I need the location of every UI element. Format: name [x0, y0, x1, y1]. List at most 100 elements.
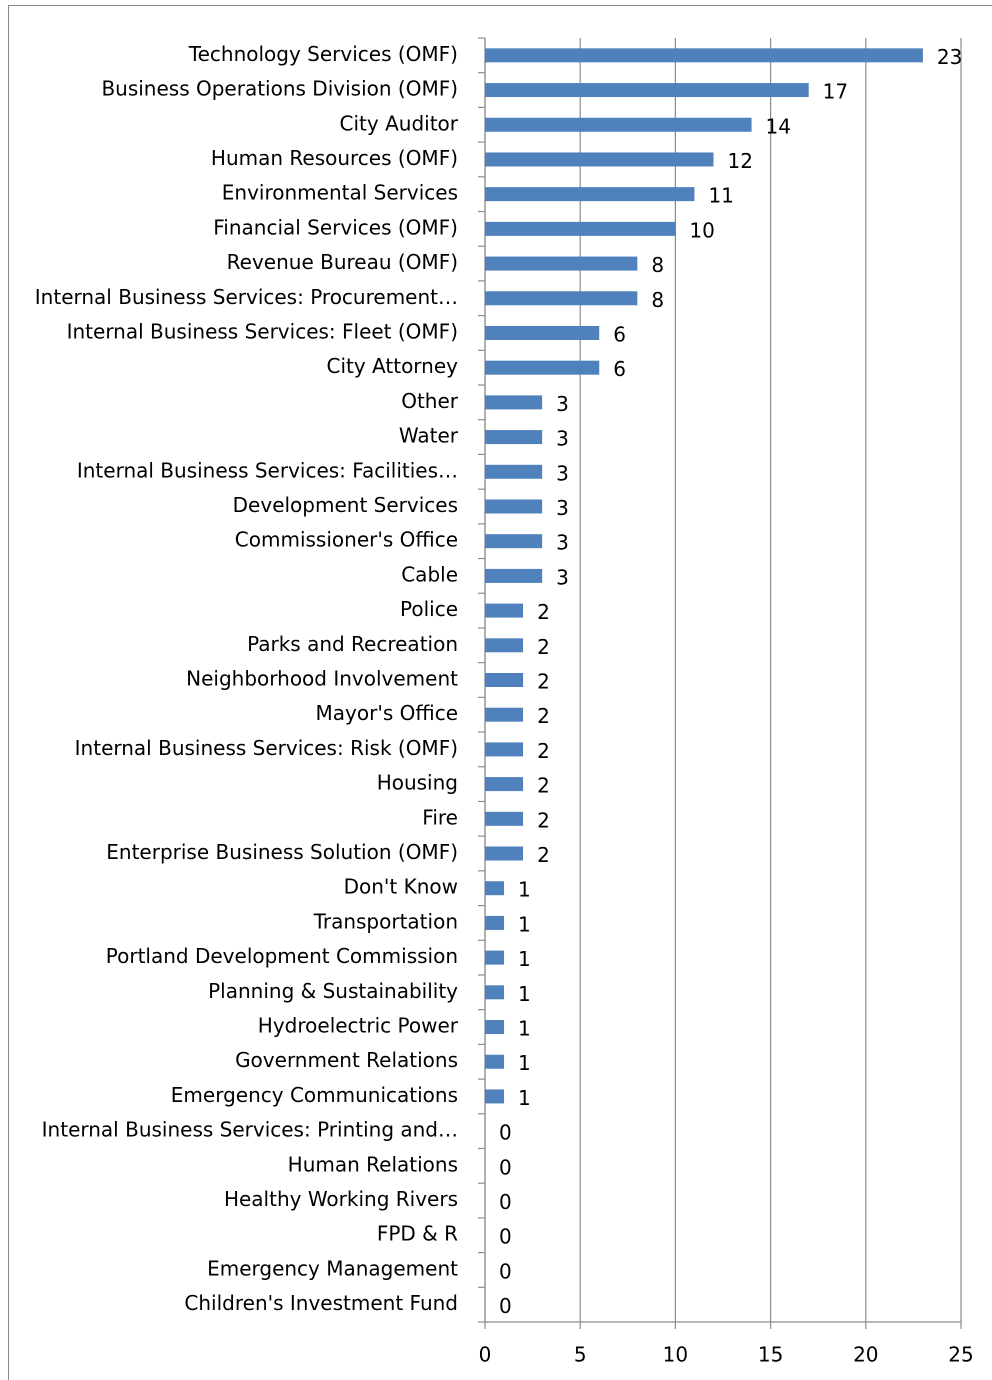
y-tick-label: Hydroelectric Power: [258, 1014, 459, 1038]
data-label: 17: [823, 80, 848, 104]
y-tick-label: Financial Services (OMF): [213, 215, 458, 239]
data-label: 8: [651, 253, 664, 277]
y-tick-label: Police: [400, 597, 458, 621]
data-label: 6: [613, 322, 626, 346]
y-tick-label: Cable: [401, 562, 458, 586]
y-tick-label: Business Operations Division (OMF): [101, 77, 458, 101]
data-label: 1: [518, 878, 531, 902]
y-tick-label: FPD & R: [377, 1222, 458, 1246]
bar: [485, 950, 505, 965]
data-label: 3: [556, 392, 569, 416]
y-tick-label: City Attorney: [327, 354, 459, 378]
bar: [485, 534, 543, 549]
y-tick-label: Internal Business Services: Procurement…: [35, 285, 458, 309]
data-label: 14: [766, 114, 791, 138]
bar: [485, 117, 752, 132]
data-label: 6: [613, 357, 626, 381]
data-label: 11: [708, 184, 733, 208]
data-label: 2: [537, 739, 550, 763]
bar: [485, 742, 524, 757]
bar: [485, 707, 524, 722]
data-label: 3: [556, 461, 569, 485]
data-label: 2: [537, 774, 550, 798]
y-tick-label: Don't Know: [344, 875, 458, 899]
y-tick-label: Commissioner's Office: [235, 528, 458, 552]
data-label: 3: [556, 565, 569, 589]
data-label: 0: [499, 1155, 512, 1179]
bar: [485, 499, 543, 514]
bar: [485, 915, 505, 930]
y-tick-label: Transportation: [313, 909, 458, 933]
data-label: 0: [499, 1225, 512, 1249]
bar: [485, 360, 600, 375]
data-label: 0: [499, 1259, 512, 1283]
y-tick-label: Emergency Communications: [171, 1083, 458, 1107]
y-tick-label: Environmental Services: [222, 181, 458, 205]
x-tick-label: 25: [948, 1343, 973, 1367]
data-label: 12: [727, 149, 752, 173]
y-tick-label: Internal Business Services: Facilities…: [77, 458, 458, 482]
x-tick-label: 0: [479, 1343, 492, 1367]
data-label: 1: [518, 1086, 531, 1110]
bar: [485, 325, 600, 340]
bar: [485, 846, 524, 861]
y-tick-label: Neighborhood Involvement: [186, 667, 458, 691]
data-label: 2: [537, 600, 550, 624]
bar: [485, 673, 524, 687]
bar: [485, 1054, 505, 1069]
y-tick-label: Development Services: [233, 493, 458, 517]
data-label: 3: [556, 427, 569, 451]
data-label: 10: [689, 218, 714, 242]
data-label: 3: [556, 531, 569, 555]
y-tick-label: Technology Services (OMF): [188, 42, 458, 66]
y-tick-label: Internal Business Services: Risk (OMF): [75, 736, 458, 760]
y-tick-label: Government Relations: [235, 1048, 458, 1072]
bar: [485, 1020, 505, 1035]
bar: [485, 256, 638, 271]
data-label: 1: [518, 982, 531, 1006]
y-tick-label: Emergency Management: [207, 1256, 458, 1280]
y-tick-label: Children's Investment Fund: [184, 1291, 458, 1315]
y-tick-label: Fire: [422, 805, 458, 829]
y-tick-label: Revenue Bureau (OMF): [227, 250, 458, 274]
bar: [485, 603, 524, 618]
y-tick-label: Other: [401, 389, 459, 413]
x-tick-label: 20: [853, 1343, 878, 1367]
y-tick-label: Internal Business Services: Fleet (OMF): [67, 319, 458, 343]
bar: [485, 187, 695, 202]
data-label: 1: [518, 1051, 531, 1075]
y-tick-label: Portland Development Commission: [106, 944, 458, 968]
y-tick-label: Planning & Sustainability: [208, 979, 458, 1003]
data-label: 1: [518, 912, 531, 936]
x-tick-label: 5: [574, 1343, 587, 1367]
bar: [485, 985, 505, 1000]
data-label: 23: [937, 45, 962, 69]
y-tick-label: Human Relations: [288, 1152, 458, 1176]
bar: [485, 430, 543, 445]
y-tick-label: Enterprise Business Solution (OMF): [106, 840, 458, 864]
bar: [485, 152, 714, 167]
bar: [485, 777, 524, 792]
bar: [485, 811, 524, 826]
y-tick-label: City Auditor: [340, 111, 459, 135]
bar: [485, 221, 676, 236]
data-label: 2: [537, 635, 550, 659]
bar: [485, 291, 638, 306]
data-label: 0: [499, 1190, 512, 1214]
bar: [485, 464, 543, 479]
y-tick-label: Healthy Working Rivers: [224, 1187, 458, 1211]
y-tick-label: Housing: [377, 771, 458, 795]
data-label: 2: [537, 704, 550, 728]
x-tick-label: 15: [758, 1343, 783, 1367]
bar: [485, 83, 809, 98]
y-tick-label: Mayor's Office: [316, 701, 458, 725]
y-tick-label: Water: [399, 424, 459, 448]
data-label: 2: [537, 670, 550, 694]
chart-border: [8, 5, 992, 1380]
data-label: 8: [651, 288, 664, 312]
data-label: 1: [518, 1017, 531, 1041]
y-tick-label: Human Resources (OMF): [211, 146, 458, 170]
bar: [485, 395, 543, 410]
data-label: 3: [556, 496, 569, 520]
